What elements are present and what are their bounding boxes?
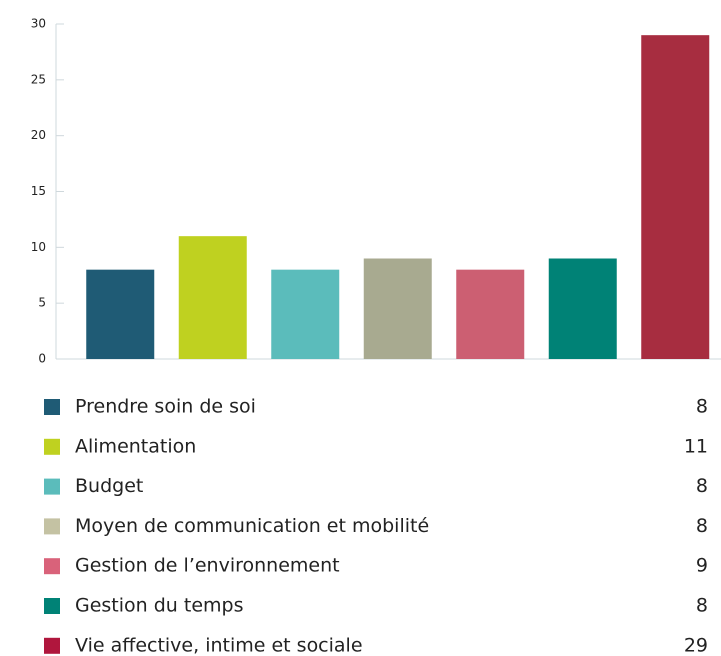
legend-value: 8 (696, 396, 708, 418)
bar (178, 236, 247, 359)
y-tick-label: 25 (31, 72, 46, 86)
legend-label: Budget (75, 475, 143, 497)
bar (548, 258, 617, 359)
legend-swatch (44, 518, 60, 535)
legend-value: 8 (696, 475, 708, 497)
bar (363, 258, 432, 359)
legend-swatch (44, 637, 60, 654)
y-tick-label: 30 (31, 17, 46, 31)
legend-swatch (44, 399, 60, 415)
legend-value: 8 (696, 595, 708, 617)
legend-value: 29 (684, 634, 708, 656)
legend-label: Alimentation (75, 435, 196, 457)
legend-value: 8 (696, 515, 708, 537)
y-tick-label: 20 (31, 128, 46, 142)
legend-swatch (44, 598, 60, 614)
legend-label: Moyen de communication et mobilité (75, 515, 429, 537)
legend-swatch (44, 438, 60, 455)
y-tick-label: 15 (31, 184, 46, 198)
bar (456, 269, 525, 359)
y-tick-label: 5 (38, 296, 46, 310)
legend-swatch (44, 478, 60, 495)
y-tick-label: 0 (38, 352, 46, 366)
legend-label: Vie affective, intime et sociale (75, 634, 363, 656)
legend-swatch (44, 558, 60, 575)
bar (86, 269, 155, 359)
bar (641, 35, 710, 360)
y-tick-label: 10 (31, 240, 46, 254)
legend-label: Prendre soin de soi (75, 396, 256, 418)
legend-value: 9 (696, 555, 708, 577)
legend-label: Gestion du temps (75, 595, 244, 617)
legend-label: Gestion de l’environnement (75, 555, 340, 577)
bar (271, 269, 340, 359)
legend-value: 11 (684, 435, 708, 457)
